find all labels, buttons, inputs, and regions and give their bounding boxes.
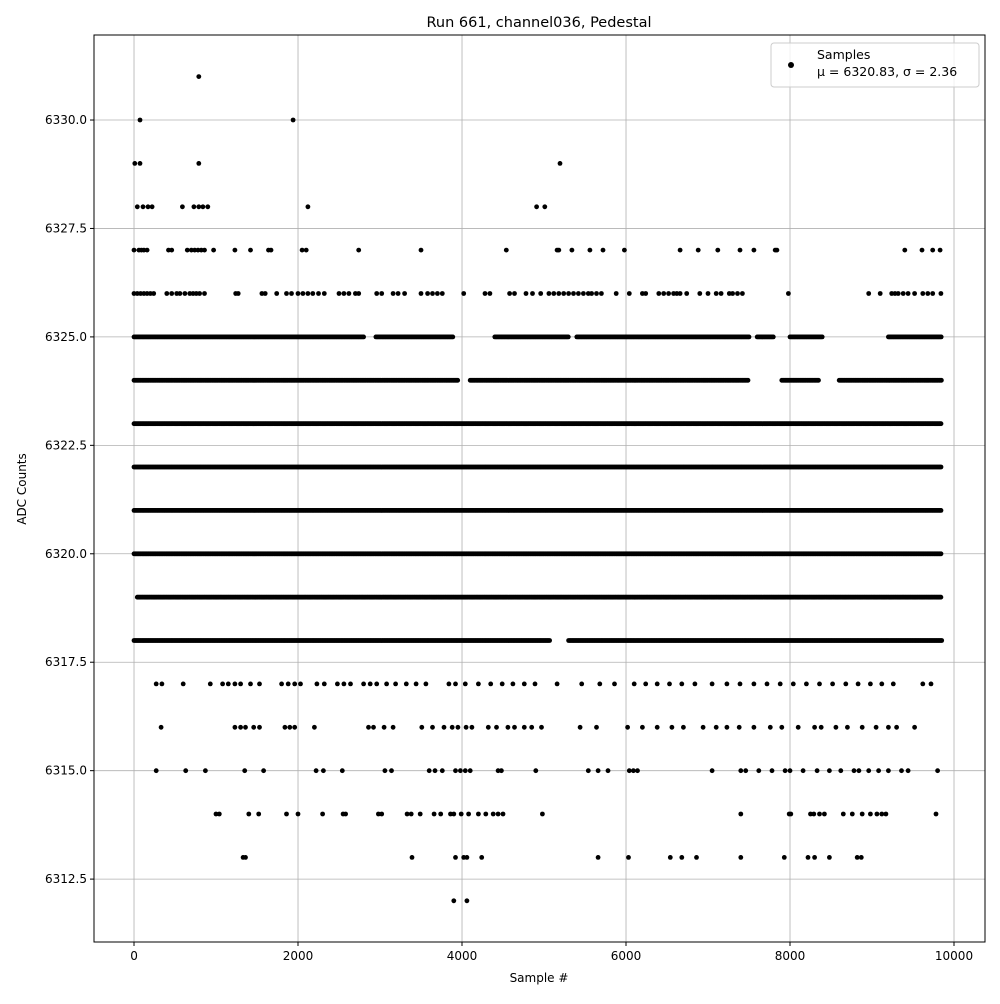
data-point	[816, 378, 821, 383]
grid	[94, 35, 985, 942]
data-point	[939, 378, 944, 383]
data-point	[746, 378, 751, 383]
data-point	[939, 638, 944, 643]
data-point	[939, 551, 944, 556]
data-point	[939, 595, 944, 600]
data-point	[939, 465, 944, 470]
data-point	[939, 421, 944, 426]
chart-title: Run 661, channel036, Pedestal	[426, 15, 651, 31]
data-point	[455, 378, 460, 383]
data-points	[132, 74, 945, 903]
data-point	[939, 508, 944, 513]
data-point	[547, 638, 552, 643]
